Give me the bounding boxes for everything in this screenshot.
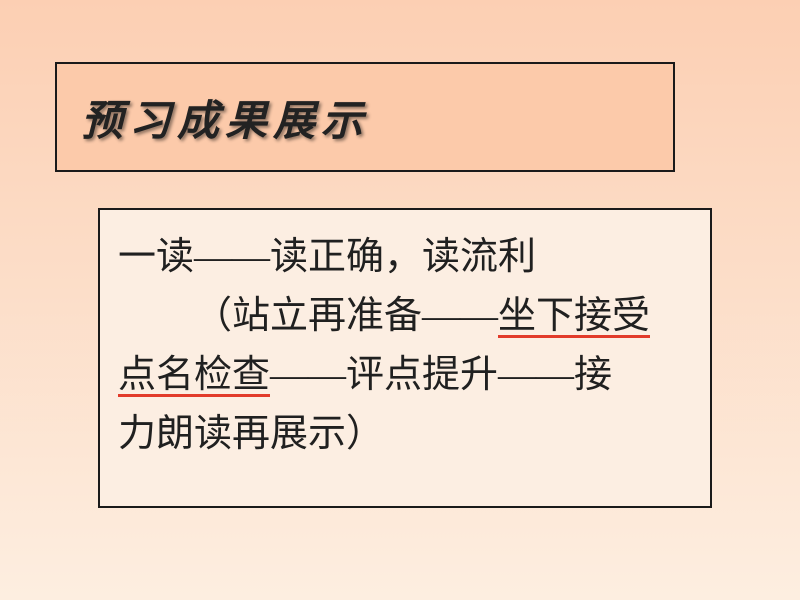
line-3b: ——评点提升——接 <box>270 354 612 396</box>
line-4: 力朗读再展示） <box>118 413 384 455</box>
line-1: 一读——读正确，读流利 <box>118 236 536 278</box>
body-box: 一读——读正确，读流利 （站立再准备——坐下接受点名检查——评点提升——接 力朗… <box>98 208 712 508</box>
title-box: 预习成果展示 <box>55 62 675 172</box>
underline-stroke-2 <box>118 394 270 397</box>
line-2a: （站立再准备—— <box>194 295 498 337</box>
slide: 预习成果展示 一读——读正确，读流利 （站立再准备——坐下接受点名检查——评点提… <box>0 0 800 600</box>
underline-stroke-1 <box>498 335 650 338</box>
body-text: 一读——读正确，读流利 （站立再准备——坐下接受点名检查——评点提升——接 力朗… <box>118 228 692 464</box>
underlined-1: 坐下接受 <box>498 295 650 337</box>
title-text: 预习成果展示 <box>81 87 369 148</box>
underlined-2: 点名检查 <box>118 354 270 396</box>
